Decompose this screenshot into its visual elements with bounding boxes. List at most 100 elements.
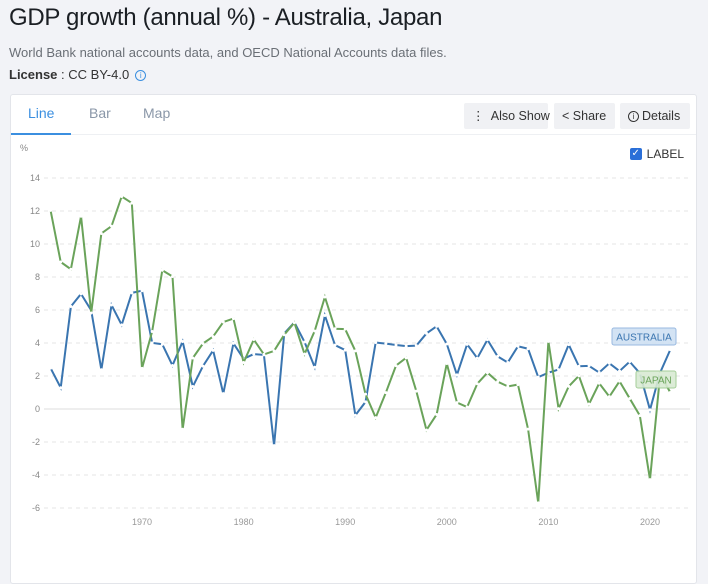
y-tick-label: 0 xyxy=(35,404,40,414)
data-point xyxy=(252,338,256,342)
data-point xyxy=(384,391,388,395)
data-point xyxy=(110,224,114,228)
tab-bar: Line Bar Map ⋮ Also Show < Share i Detail… xyxy=(11,95,696,135)
data-point xyxy=(303,352,307,356)
also-show-button[interactable]: ⋮ Also Show xyxy=(464,103,550,129)
data-point xyxy=(130,201,134,205)
tab-line[interactable]: Line xyxy=(28,105,55,121)
data-point xyxy=(313,365,317,369)
data-point xyxy=(465,342,469,346)
data-point xyxy=(475,356,479,360)
data-point xyxy=(272,444,276,448)
series-line-japan xyxy=(49,194,672,504)
data-point xyxy=(49,366,53,370)
data-point xyxy=(262,352,266,356)
data-point xyxy=(201,341,205,345)
data-point xyxy=(445,361,449,365)
data-point xyxy=(445,342,449,346)
data-point xyxy=(343,327,347,331)
data-point xyxy=(668,391,672,394)
data-point xyxy=(79,214,83,218)
data-point xyxy=(59,260,63,264)
data-point xyxy=(323,313,327,317)
chart-card: Line Bar Map ⋮ Also Show < Share i Detail… xyxy=(10,94,697,584)
data-point xyxy=(516,383,520,387)
data-point xyxy=(181,340,185,344)
data-point xyxy=(577,374,581,378)
data-point xyxy=(618,379,622,383)
data-point xyxy=(536,501,540,505)
data-point xyxy=(170,275,174,279)
data-point xyxy=(282,333,286,337)
details-button[interactable]: i Details xyxy=(620,103,690,129)
data-point xyxy=(99,231,103,235)
share-label: Share xyxy=(572,109,607,123)
data-point xyxy=(668,348,672,352)
tab-map[interactable]: Map xyxy=(143,105,171,121)
y-tick-label: -6 xyxy=(32,503,40,513)
data-point xyxy=(597,381,601,385)
info-icon[interactable]: i xyxy=(135,70,147,81)
data-point xyxy=(140,289,144,293)
data-point xyxy=(567,384,571,388)
data-point xyxy=(150,341,154,345)
data-point xyxy=(181,427,185,431)
data-point xyxy=(59,386,63,390)
data-point xyxy=(638,414,642,418)
data-point xyxy=(536,375,540,379)
data-point xyxy=(343,348,347,352)
data-point xyxy=(323,295,327,299)
x-tick-label: 1990 xyxy=(335,517,355,527)
data-point xyxy=(394,343,398,347)
data-point xyxy=(424,331,428,335)
series-label-box xyxy=(635,370,677,389)
data-point xyxy=(557,407,561,411)
data-point xyxy=(557,368,561,372)
data-point xyxy=(496,380,500,384)
data-point xyxy=(191,385,195,389)
also-show-label: Also Show xyxy=(490,109,550,123)
data-point xyxy=(303,340,307,344)
data-point xyxy=(364,392,368,396)
data-point xyxy=(465,405,469,409)
data-point xyxy=(221,392,225,396)
data-point xyxy=(618,369,622,373)
data-point xyxy=(211,348,215,352)
data-point xyxy=(79,292,83,296)
y-tick-label: 6 xyxy=(35,305,40,315)
data-point xyxy=(211,335,215,339)
label-toggle[interactable]: ✓ LABEL xyxy=(629,147,684,161)
data-point xyxy=(404,356,408,360)
data-point xyxy=(313,329,317,333)
data-point xyxy=(384,342,388,346)
data-point xyxy=(435,324,439,328)
data-point xyxy=(353,349,357,353)
data-point xyxy=(89,311,93,315)
y-tick-label: -4 xyxy=(32,470,40,480)
y-tick-label: 8 xyxy=(35,272,40,282)
series-label: AUSTRALIA xyxy=(616,333,672,344)
data-point xyxy=(516,344,520,348)
data-point xyxy=(272,349,276,353)
more-vertical-icon: ⋮ xyxy=(472,109,485,123)
data-point xyxy=(485,371,489,375)
data-point xyxy=(414,389,418,393)
data-point xyxy=(231,341,235,345)
checkbox-checked-icon[interactable]: ✓ xyxy=(629,148,642,160)
tab-bar-chart[interactable]: Bar xyxy=(89,105,111,121)
data-point xyxy=(160,342,164,346)
label-toggle-text: LABEL xyxy=(646,147,684,161)
data-point xyxy=(526,347,530,351)
x-tick-label: 2020 xyxy=(640,517,660,527)
data-point xyxy=(526,427,530,431)
data-point xyxy=(99,368,103,372)
data-point xyxy=(577,364,581,368)
data-point xyxy=(506,360,510,364)
data-point xyxy=(110,303,114,307)
data-point xyxy=(252,352,256,356)
data-point xyxy=(374,416,378,420)
series-label: JAPAN xyxy=(640,376,672,387)
data-point xyxy=(597,371,601,375)
data-point xyxy=(353,413,357,417)
share-button[interactable]: < Share xyxy=(554,103,615,129)
